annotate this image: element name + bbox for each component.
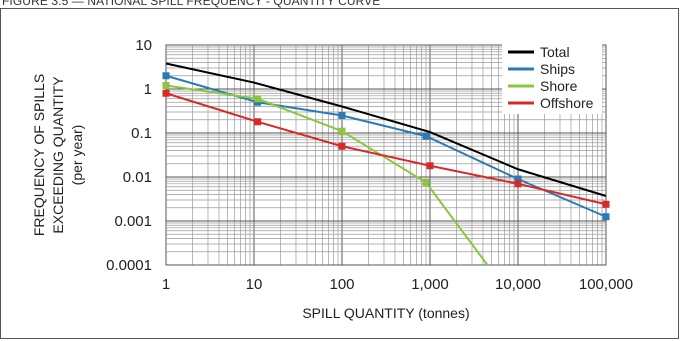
figure-caption: FIGURE 3.5 — NATIONAL SPILL FREQUENCY - … bbox=[2, 0, 381, 8]
series-line-offshore bbox=[165, 92, 607, 206]
legend-label-ships: Ships bbox=[540, 61, 575, 77]
series-line-total bbox=[165, 62, 607, 197]
data-point-shore bbox=[162, 82, 170, 90]
data-point-ships bbox=[338, 111, 346, 119]
series-layer bbox=[162, 62, 610, 266]
data-point-offshore bbox=[338, 142, 346, 150]
y-axis-label: FREQUENCY OF SPILLS EXCEEDING QUANTITY (pe… bbox=[31, 74, 85, 236]
data-point-ships bbox=[162, 72, 170, 80]
data-point-offshore bbox=[426, 162, 434, 170]
legend-label-shore: Shore bbox=[540, 78, 578, 94]
data-point-ships bbox=[602, 213, 610, 221]
data-point-offshore bbox=[602, 200, 610, 208]
y-axis-label-line: (per year) bbox=[69, 125, 85, 186]
x-tick-label: 100,000 bbox=[579, 276, 633, 293]
data-point-offshore bbox=[514, 180, 522, 188]
x-axis-label: SPILL QUANTITY (tonnes) bbox=[302, 305, 469, 321]
y-tick-label: 1 bbox=[144, 81, 152, 98]
legend-label-total: Total bbox=[540, 44, 570, 60]
y-tick-label: 0.001 bbox=[114, 213, 152, 230]
data-point-ships bbox=[514, 175, 522, 183]
legend-label-offshore: Offshore bbox=[540, 95, 594, 111]
x-tick-label: 1 bbox=[162, 276, 170, 293]
x-tick-label: 10,000 bbox=[495, 276, 541, 293]
x-tick-label: 10 bbox=[246, 276, 263, 293]
data-point-shore bbox=[422, 178, 430, 186]
data-point-shore bbox=[254, 95, 262, 103]
data-point-ships bbox=[422, 132, 430, 140]
data-point-offshore bbox=[254, 118, 262, 126]
x-tick-label: 1,000 bbox=[411, 276, 449, 293]
y-tick-label: 0.0001 bbox=[106, 257, 152, 274]
tick-labels: 1 10 100 1,000 10,000 100,000 10 1 0.1 0.01 0.001 0… bbox=[106, 37, 633, 293]
y-tick-label: 0.01 bbox=[123, 169, 152, 186]
x-tick-label: 100 bbox=[329, 276, 354, 293]
data-point-shore bbox=[338, 127, 346, 135]
y-tick-label: 10 bbox=[135, 37, 152, 54]
figure-frame bbox=[0, 8, 679, 339]
y-tick-label: 0.1 bbox=[131, 125, 152, 142]
series-line-ships bbox=[165, 74, 607, 218]
y-axis-label-line: EXCEEDING QUANTITY bbox=[50, 76, 66, 234]
data-point-offshore bbox=[162, 89, 170, 97]
y-axis-label-line: FREQUENCY OF SPILLS bbox=[31, 74, 47, 236]
